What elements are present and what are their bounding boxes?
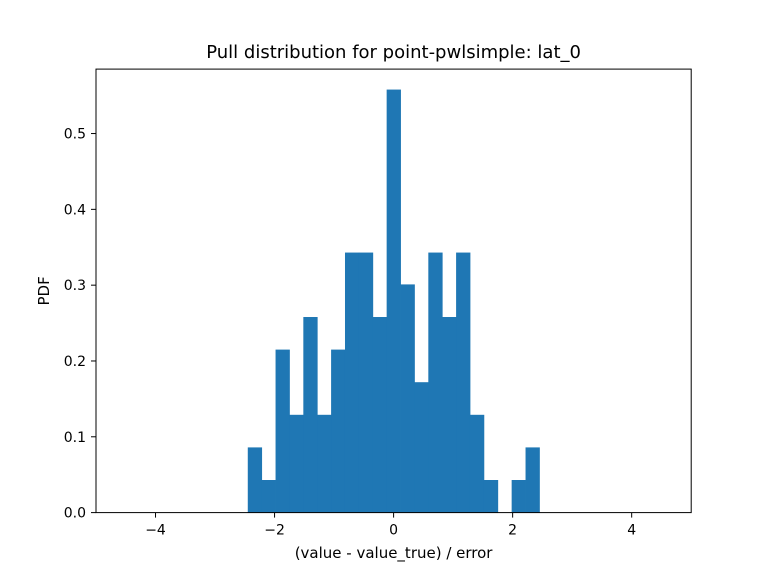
x-tick-label: −4 [145, 523, 166, 539]
histogram-bar [511, 480, 526, 513]
histogram-bar [469, 414, 485, 513]
histogram-bar [400, 284, 415, 513]
y-tick-label: 0.1 [64, 430, 86, 446]
histogram-bar [525, 447, 540, 513]
histogram-bar [247, 447, 263, 513]
histogram-bar [275, 349, 290, 513]
histogram-bar [303, 317, 318, 513]
chart-title: Pull distribution for point-pwlsimple: l… [206, 42, 581, 63]
x-tick-label: 4 [627, 523, 636, 539]
histogram-bar [317, 414, 332, 513]
x-tick-label: −2 [264, 523, 285, 539]
y-axis-ticks: 0.0 0.1 0.2 0.3 0.4 0.5 [64, 127, 96, 522]
histogram-bar [456, 252, 471, 513]
histogram-bar [358, 252, 374, 513]
histogram-bar [331, 349, 346, 513]
histogram-bar [261, 480, 276, 513]
histogram-bar [344, 252, 360, 513]
y-tick-label: 0.4 [64, 202, 86, 218]
y-axis-label: PDF [35, 276, 53, 305]
y-tick-label: 0.2 [64, 354, 86, 370]
x-tick-label: 2 [508, 523, 517, 539]
y-tick-label: 0.3 [64, 278, 86, 294]
x-axis-ticks: −4 −2 0 2 4 [145, 512, 636, 539]
histogram-bar [483, 480, 499, 513]
x-tick-label: 0 [389, 523, 398, 539]
y-tick-label: 0.5 [64, 127, 86, 143]
x-axis-label: (value - value_true) / error [295, 544, 494, 563]
histogram-bar [289, 414, 304, 513]
histogram-bar [372, 317, 388, 513]
histogram-bars [247, 89, 540, 513]
histogram-bar [414, 382, 429, 513]
histogram-bar [428, 252, 443, 513]
histogram-bar [386, 89, 401, 513]
y-tick-label: 0.0 [64, 506, 86, 522]
histogram-bar [442, 317, 457, 513]
